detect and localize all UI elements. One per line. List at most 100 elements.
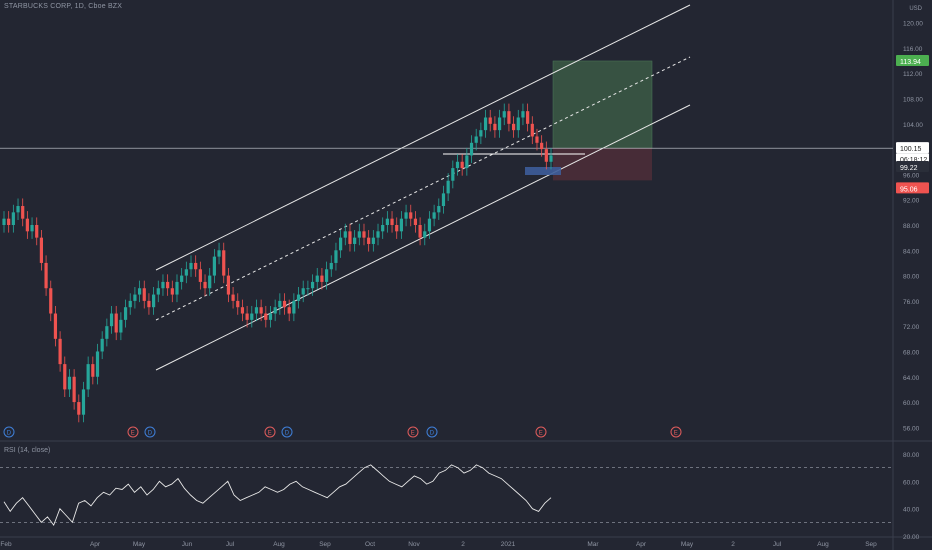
event-marker-label: D bbox=[285, 431, 290, 437]
candle-body bbox=[63, 364, 67, 390]
event-marker-label: D bbox=[430, 431, 435, 437]
price-tick-label: 56.00 bbox=[903, 425, 920, 432]
stop-price-badge: 95.06 bbox=[900, 186, 918, 193]
candle-body bbox=[465, 155, 469, 169]
candle-body bbox=[310, 281, 315, 289]
event-marker-label: D bbox=[7, 431, 12, 437]
candle-body bbox=[460, 161, 464, 169]
candle-body bbox=[530, 123, 534, 137]
channel-upper-line bbox=[155, 4, 691, 271]
candle-body bbox=[231, 294, 235, 301]
stop-zone bbox=[553, 148, 652, 181]
candle-body bbox=[488, 117, 492, 124]
dividend-icon bbox=[426, 426, 438, 438]
time-tick-label: Mar bbox=[587, 541, 599, 548]
price-tick-label: 76.00 bbox=[903, 299, 920, 306]
candle-body bbox=[427, 218, 432, 232]
price-tick-label: 120.00 bbox=[903, 21, 923, 28]
last-price-badge-bg bbox=[896, 142, 929, 154]
close-price-badge: 99.22 bbox=[900, 165, 918, 172]
candle-body bbox=[49, 288, 53, 314]
candle-body bbox=[544, 149, 548, 162]
candle-body bbox=[222, 250, 226, 276]
rsi-title: RSI (14, close) bbox=[4, 447, 51, 454]
time-tick-label: Jul bbox=[773, 541, 782, 548]
time-tick-label: 2 bbox=[461, 541, 465, 548]
candle-body bbox=[254, 307, 259, 314]
dividend-icon bbox=[281, 426, 293, 438]
candle-body bbox=[474, 136, 478, 143]
candle-body bbox=[516, 117, 520, 131]
candle-body bbox=[455, 161, 460, 169]
candle-body bbox=[301, 288, 305, 295]
candle-body bbox=[526, 111, 530, 124]
candle-body bbox=[58, 338, 62, 365]
candle-body bbox=[77, 402, 81, 415]
candle-body bbox=[217, 250, 221, 257]
rsi-tick-label: 40.00 bbox=[903, 507, 920, 514]
candle-body bbox=[469, 142, 474, 156]
rsi-tick-label: 60.00 bbox=[903, 479, 920, 486]
candle-body bbox=[535, 136, 539, 143]
candle-body bbox=[441, 193, 446, 207]
candle-body bbox=[348, 231, 352, 244]
candle-body bbox=[259, 307, 263, 314]
candle-body bbox=[208, 275, 212, 289]
candle-body bbox=[507, 111, 511, 124]
time-tick-label: Jun bbox=[182, 541, 193, 548]
price-tick-label: 60.00 bbox=[903, 400, 920, 407]
candle-body bbox=[362, 231, 366, 238]
candle-body bbox=[315, 275, 319, 282]
time-tick-label: Nov bbox=[408, 541, 420, 548]
candle-body bbox=[483, 117, 488, 131]
candle-body bbox=[329, 262, 333, 270]
channel-mid-line bbox=[155, 56, 691, 321]
event-marker-label: E bbox=[268, 431, 272, 437]
candle-body bbox=[353, 237, 357, 244]
candle-body bbox=[123, 307, 128, 320]
candle-body bbox=[381, 225, 385, 232]
candle-body bbox=[142, 288, 146, 301]
candle-body bbox=[166, 281, 170, 289]
candle-body bbox=[540, 142, 544, 150]
price-tick-label: 64.00 bbox=[903, 375, 920, 382]
candle-body bbox=[175, 281, 179, 295]
candle-body bbox=[521, 111, 525, 118]
time-tick-label: Apr bbox=[636, 541, 647, 548]
dividend-icon bbox=[3, 426, 15, 438]
candle-body bbox=[339, 237, 343, 251]
target-zone bbox=[552, 60, 653, 149]
candle-body bbox=[170, 288, 174, 295]
time-tick-label: Apr bbox=[90, 541, 101, 548]
candle-body bbox=[245, 313, 249, 320]
candle-body bbox=[395, 225, 399, 232]
candle-body bbox=[100, 338, 104, 352]
candle-body bbox=[343, 231, 347, 238]
price-tick-label: 84.00 bbox=[903, 248, 920, 255]
candle-body bbox=[306, 288, 310, 290]
candle-body bbox=[367, 237, 371, 244]
candle-body bbox=[198, 269, 202, 282]
candle-body bbox=[81, 389, 86, 415]
time-tick-label: Oct bbox=[365, 541, 375, 548]
candle-body bbox=[212, 256, 216, 276]
earnings-icon bbox=[127, 426, 139, 438]
candle-body bbox=[296, 294, 301, 301]
price-tick-label: 92.00 bbox=[903, 198, 920, 205]
time-tick-label: Sep bbox=[319, 541, 331, 548]
candle-body bbox=[152, 294, 156, 308]
candle-body bbox=[72, 376, 76, 403]
price-tick-label: 116.00 bbox=[903, 46, 923, 53]
candle-body bbox=[128, 300, 132, 308]
close-price-badge-bg bbox=[896, 161, 929, 173]
event-marker-label: E bbox=[131, 431, 135, 437]
rsi-line bbox=[3, 464, 552, 527]
target-price-badge: 113.94 bbox=[900, 59, 921, 66]
candle-body bbox=[119, 319, 123, 333]
candle-body bbox=[451, 168, 455, 181]
candle-body bbox=[180, 275, 184, 282]
candle-body bbox=[95, 351, 100, 377]
candle-body bbox=[399, 218, 403, 232]
